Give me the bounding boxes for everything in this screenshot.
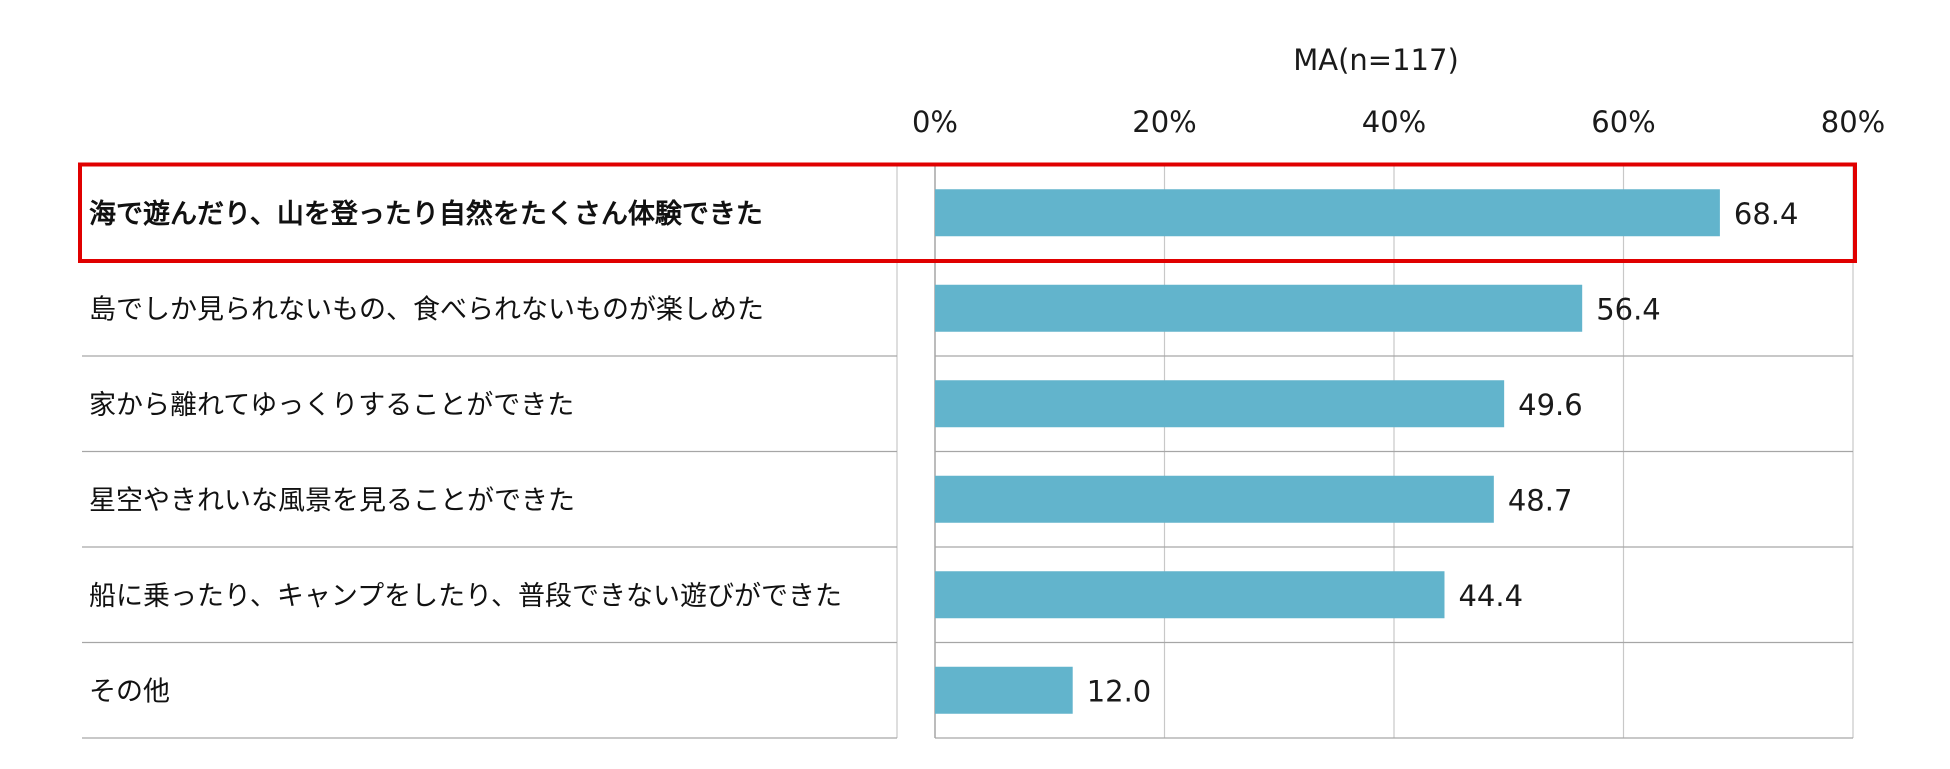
highlight-frame	[78, 162, 1857, 263]
bar	[935, 380, 1505, 428]
bars: 68.4 56.4 49.6 48.7 44.4 12.0	[935, 189, 1798, 714]
x-tick-label: 60%	[1591, 105, 1655, 139]
bar	[935, 475, 1494, 523]
x-tick-label: 80%	[1821, 105, 1885, 139]
value-label: 44.4	[1458, 579, 1523, 613]
category-label: 島でしか見られないもの、食べられないものが楽しめた	[89, 294, 764, 325]
highlight-group	[78, 162, 1857, 263]
category-label: 船に乗ったり、キャンプをしたり、普段できない遊びができた	[89, 581, 842, 612]
bar	[935, 284, 1583, 332]
value-label: 12.0	[1087, 674, 1152, 708]
value-label: 56.4	[1596, 292, 1661, 326]
value-label: 49.6	[1518, 388, 1583, 422]
bar	[935, 571, 1445, 619]
category-rows: 海で遊んだり、山を登ったり自然をたくさん体験できた島でしか見られないもの、食べら…	[82, 164, 1853, 739]
x-tick-label: 40%	[1362, 105, 1426, 139]
x-tick-label: 20%	[1132, 105, 1196, 139]
category-label: 家から離れてゆっくりすることができた	[89, 390, 574, 421]
x-tick-label: 0%	[912, 105, 958, 139]
bar	[935, 189, 1720, 237]
category-label: 星空やきれいな風景を見ることができた	[89, 485, 575, 516]
category-label: その他	[89, 676, 170, 707]
value-label: 48.7	[1508, 483, 1573, 517]
sample-size-note: MA(n=117)	[1293, 43, 1459, 77]
category-label: 海で遊んだり、山を登ったり自然をたくさん体験できた	[89, 198, 763, 230]
value-label: 68.4	[1734, 197, 1799, 231]
bar	[935, 666, 1073, 714]
x-axis-ticks: 0% 20% 40% 60% 80%	[912, 105, 1885, 139]
